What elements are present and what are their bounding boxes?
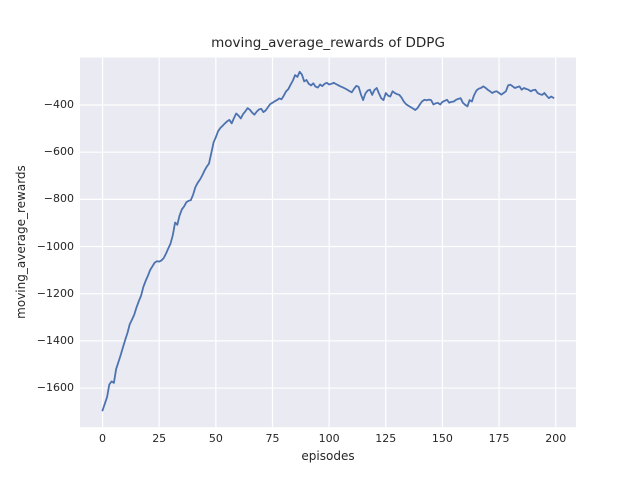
x-tick-label: 125: [375, 432, 397, 445]
x-tick-label: 100: [318, 432, 340, 445]
x-tick-label: 25: [152, 432, 167, 445]
x-tick-label: 0: [99, 432, 107, 445]
y-tick-label: −1000: [36, 239, 74, 253]
y-tick-label: −1400: [36, 333, 74, 347]
axes-background: [80, 57, 576, 428]
y-tick-label: −800: [43, 192, 74, 206]
y-tick-label: −600: [43, 145, 74, 159]
moving-average-line: [101, 70, 555, 412]
y-axis-label: moving_average_rewards: [14, 165, 28, 319]
y-tick-label: −400: [43, 97, 74, 111]
y-tick-label: −1600: [36, 380, 74, 394]
x-axis-label: episodes: [301, 449, 355, 463]
y-tick-label: −1200: [36, 286, 74, 300]
x-tick-label: 175: [488, 432, 510, 445]
x-tick-label: 50: [208, 432, 223, 445]
x-tick-label: 200: [545, 432, 567, 445]
x-tick-label: 75: [265, 432, 280, 445]
chart-title: moving_average_rewards of DDPG: [211, 35, 445, 51]
x-tick-label: 150: [431, 432, 453, 445]
